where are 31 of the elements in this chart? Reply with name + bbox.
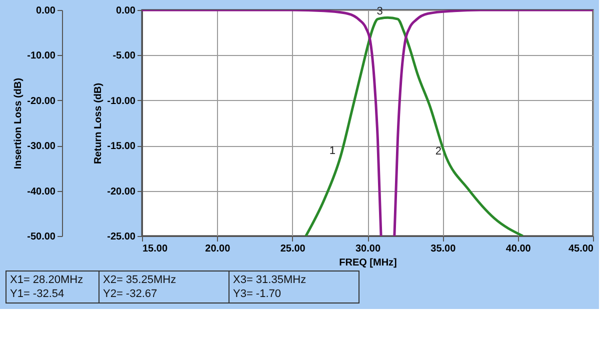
x-tick-label: 20.00	[205, 244, 231, 254]
y2-tick-label: -15.00	[107, 141, 136, 152]
x-tick-label: 15.00	[142, 244, 168, 254]
y-tick-label: -30.00	[27, 141, 56, 152]
y-tick-label: -40.00	[27, 186, 56, 198]
y2-tick-label: 0.00	[116, 6, 136, 16]
text: Y1= -32.54	[10, 288, 64, 300]
text: X3= 31.35MHz	[233, 274, 306, 286]
y2-tick-label: -20.00	[107, 186, 136, 198]
y-tick-label: -20.00	[27, 96, 56, 107]
text: Y3= -1.70	[233, 288, 282, 300]
y-axis-title: Insertion Loss (dB)	[13, 78, 24, 170]
text: X1= 28.20MHz	[10, 274, 84, 286]
y-tick-label: -50.00	[27, 232, 56, 242]
x-tick-label: 40.00	[506, 244, 532, 254]
y2-tick-label: -5.00	[112, 50, 136, 62]
y2-axis-title: Return Loss (dB)	[93, 82, 104, 164]
annotation: 2	[435, 146, 442, 158]
y-tick-label: 0.00	[36, 6, 56, 16]
y2-tick-label: -25.00	[107, 232, 136, 242]
x-tick-label: 35.00	[430, 244, 456, 254]
line-series	[304, 16, 524, 236]
x-axis-title: FREQ [MHz]	[339, 258, 397, 268]
x-tick-label: 30.00	[355, 244, 381, 254]
text: X2= 35.25MHz	[103, 274, 176, 286]
x-tick-label: 25.00	[280, 244, 306, 254]
x-tick-label: 45.00	[568, 244, 594, 254]
text: Y2= -32.67	[103, 288, 158, 300]
y-tick-label: -10.00	[27, 50, 56, 62]
annotation: 1	[329, 145, 336, 158]
y2-tick-label: -10.00	[107, 96, 136, 107]
